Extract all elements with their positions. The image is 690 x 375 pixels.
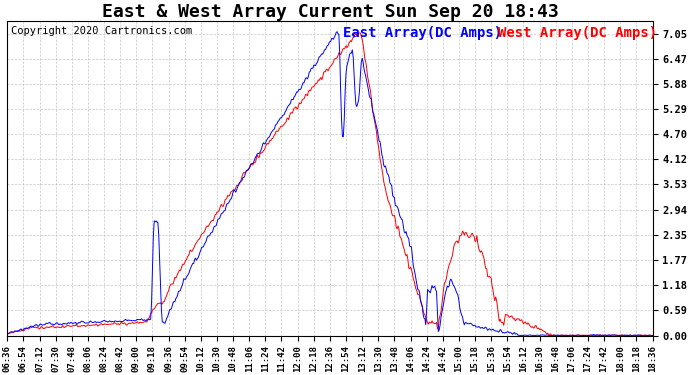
- Text: Copyright 2020 Cartronics.com: Copyright 2020 Cartronics.com: [10, 26, 192, 36]
- Text: West Array(DC Amps): West Array(DC Amps): [497, 26, 657, 40]
- Title: East & West Array Current Sun Sep 20 18:43: East & West Array Current Sun Sep 20 18:…: [101, 3, 558, 21]
- Text: East Array(DC Amps): East Array(DC Amps): [343, 26, 502, 40]
